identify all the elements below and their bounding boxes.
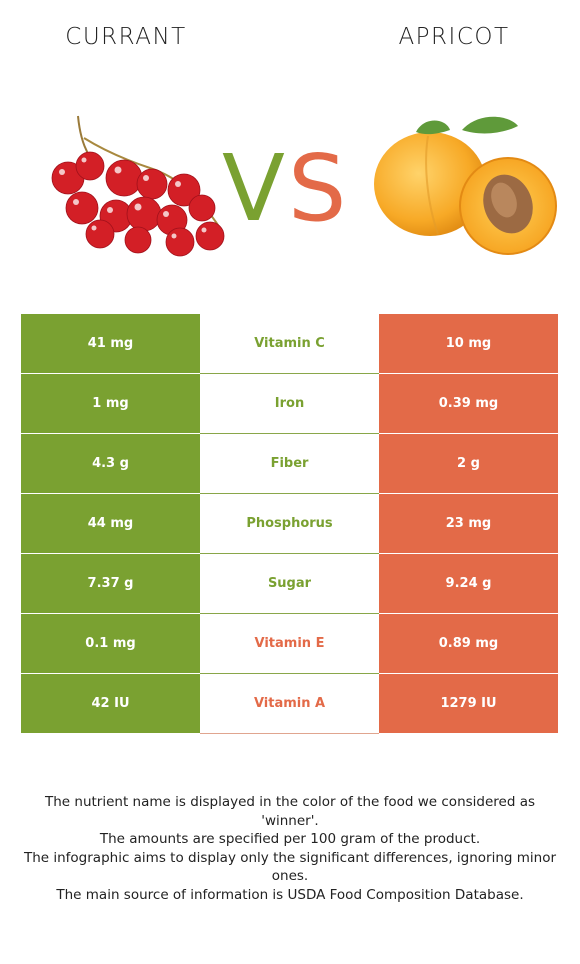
right-food-title: APRICOT bbox=[398, 24, 510, 50]
nutrient-name: Iron bbox=[200, 373, 379, 434]
apricot-image bbox=[374, 116, 557, 255]
left-value: 44 mg bbox=[21, 493, 200, 554]
table-row: 4.3 g Fiber 2 g bbox=[21, 433, 558, 494]
svg-text:V: V bbox=[222, 138, 285, 228]
right-value: 2 g bbox=[379, 433, 558, 494]
right-value: 23 mg bbox=[379, 493, 558, 554]
footnotes: The nutrient name is displayed in the co… bbox=[20, 793, 560, 904]
nutrient-name: Vitamin A bbox=[200, 673, 379, 734]
table-row: 0.1 mg Vitamin E 0.89 mg bbox=[21, 613, 558, 674]
right-value: 0.89 mg bbox=[379, 613, 558, 674]
footnote-significant-differences: The infographic aims to display only the… bbox=[23, 849, 557, 885]
right-value: 1279 IU bbox=[379, 673, 558, 734]
red-currant-image bbox=[51, 115, 225, 257]
nutrient-name: Phosphorus bbox=[200, 493, 379, 554]
nutrient-name: Vitamin E bbox=[200, 613, 379, 674]
footnote-source: The main source of information is USDA F… bbox=[56, 886, 524, 903]
table-row: 1 mg Iron 0.39 mg bbox=[21, 373, 558, 434]
table-row: 44 mg Phosphorus 23 mg bbox=[21, 493, 558, 554]
table-row: 42 IU Vitamin A 1279 IU bbox=[21, 673, 558, 734]
nutrient-name: Vitamin C bbox=[200, 314, 379, 374]
svg-text:S: S bbox=[288, 138, 346, 228]
vs-label: V S bbox=[222, 138, 346, 228]
left-value: 7.37 g bbox=[21, 553, 200, 614]
left-value: 41 mg bbox=[21, 314, 200, 374]
right-value: 9.24 g bbox=[379, 553, 558, 614]
nutrient-name: Sugar bbox=[200, 553, 379, 614]
nutrient-name: Fiber bbox=[200, 433, 379, 494]
footnote-winner-color: The nutrient name is displayed in the co… bbox=[44, 794, 536, 829]
right-value: 10 mg bbox=[379, 314, 558, 374]
left-food-title: CURRANT bbox=[65, 24, 187, 50]
left-value: 0.1 mg bbox=[21, 613, 200, 674]
table-row: 41 mg Vitamin C 10 mg bbox=[21, 314, 558, 374]
left-value: 1 mg bbox=[21, 373, 200, 434]
right-value: 0.39 mg bbox=[379, 373, 558, 434]
footnote-per-100g: The amounts are specified per 100 gram o… bbox=[99, 831, 481, 847]
left-value: 4.3 g bbox=[21, 433, 200, 494]
left-value: 42 IU bbox=[21, 673, 200, 734]
table-row: 7.37 g Sugar 9.24 g bbox=[21, 553, 558, 614]
